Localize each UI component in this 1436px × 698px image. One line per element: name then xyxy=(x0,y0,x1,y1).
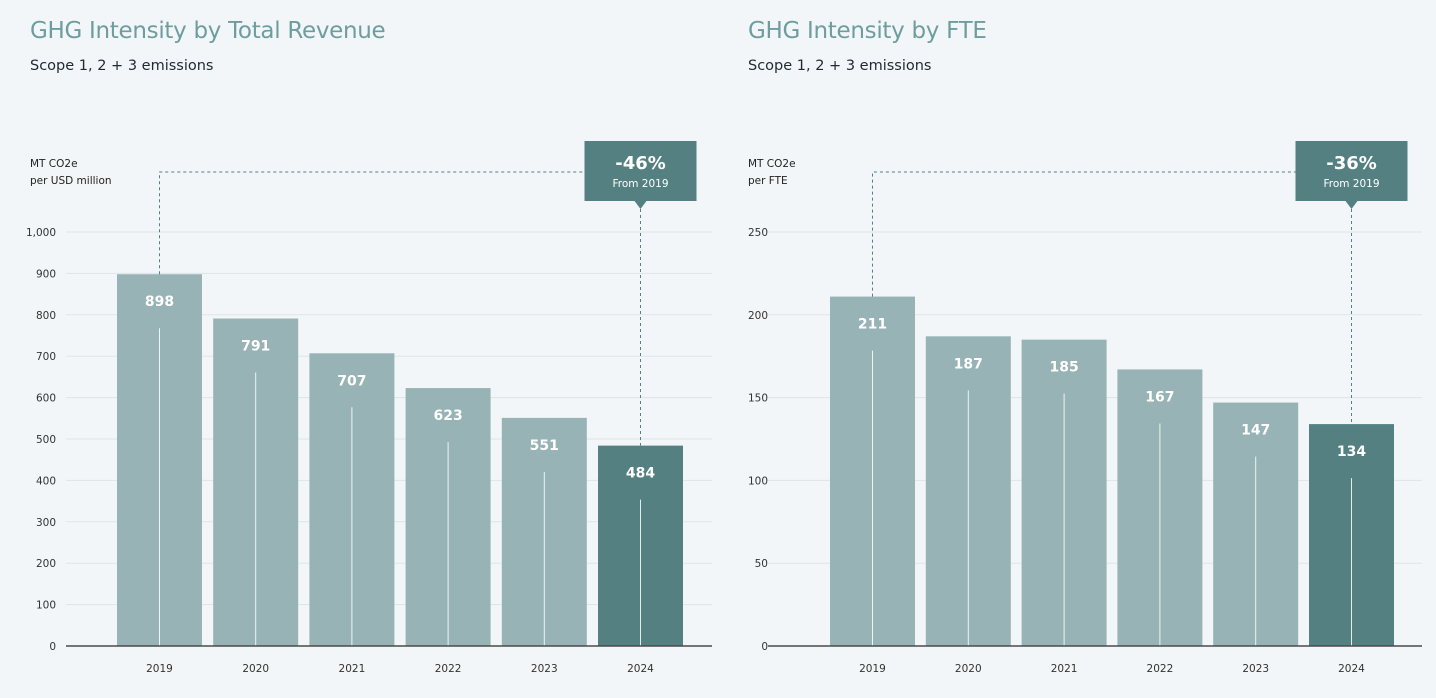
callout-box xyxy=(584,141,697,201)
y-tick-label: 900 xyxy=(36,268,56,280)
callout-value: -46% xyxy=(615,153,666,174)
y-tick-label: 150 xyxy=(748,393,768,405)
y-axis-label-line: MT CO2e xyxy=(748,158,796,170)
x-tick-label: 2022 xyxy=(1147,663,1174,675)
y-tick-label: 0 xyxy=(49,641,56,653)
y-tick-label: 1,000 xyxy=(26,227,56,239)
chart-subtitle: Scope 1, 2 + 3 emissions xyxy=(748,58,932,74)
bar-value-label: 484 xyxy=(626,466,655,482)
fte-intensity-chart: GHG Intensity by FTE Scope 1, 2 + 3 emis… xyxy=(718,0,1436,698)
x-tick-label: 2023 xyxy=(1242,663,1269,675)
y-tick-label: 400 xyxy=(36,475,56,487)
callout-box xyxy=(1295,141,1408,201)
y-tick-label: 800 xyxy=(36,310,56,322)
bar-value-label: 134 xyxy=(1337,444,1366,460)
y-tick-label: 700 xyxy=(36,351,56,363)
y-tick-label: 100 xyxy=(748,475,768,487)
y-tick-label: 600 xyxy=(36,393,56,405)
x-tick-label: 2023 xyxy=(531,663,558,675)
y-tick-label: 200 xyxy=(748,310,768,322)
x-tick-label: 2019 xyxy=(146,663,173,675)
x-tick-label: 2021 xyxy=(1051,663,1078,675)
y-axis-label: MT CO2e per USD million xyxy=(30,156,112,190)
bar-value-label: 791 xyxy=(241,339,270,355)
x-tick-label: 2019 xyxy=(859,663,886,675)
callout-pointer xyxy=(1345,201,1358,209)
y-tick-label: 200 xyxy=(36,558,56,570)
y-axis-label-line: MT CO2e xyxy=(30,158,78,170)
y-tick-label: 250 xyxy=(748,227,768,239)
bar-value-label: 898 xyxy=(145,294,174,310)
y-axis-label: MT CO2e per FTE xyxy=(748,156,796,190)
bar-value-label: 185 xyxy=(1049,360,1078,376)
revenue-intensity-chart: GHG Intensity by Total Revenue Scope 1, … xyxy=(26,18,712,675)
y-tick-label: 500 xyxy=(36,434,56,446)
y-tick-label: 300 xyxy=(36,517,56,529)
callout-value: -36% xyxy=(1326,153,1377,174)
y-tick-label: 100 xyxy=(36,600,56,612)
x-tick-label: 2024 xyxy=(1338,663,1365,675)
chart-title: GHG Intensity by FTE xyxy=(748,18,987,44)
bar-value-label: 707 xyxy=(337,373,366,389)
y-tick-label: 50 xyxy=(755,558,768,570)
bar-value-label: 551 xyxy=(530,438,559,454)
bar-value-label: 167 xyxy=(1145,389,1174,405)
x-tick-label: 2024 xyxy=(627,663,654,675)
x-tick-label: 2020 xyxy=(955,663,982,675)
y-tick-label: 0 xyxy=(761,641,768,653)
callout-connector xyxy=(872,171,1296,297)
bar-value-label: 187 xyxy=(954,356,983,372)
x-tick-label: 2021 xyxy=(339,663,366,675)
x-tick-label: 2020 xyxy=(242,663,269,675)
callout-pointer xyxy=(634,201,647,209)
callout-label: From 2019 xyxy=(1323,178,1379,190)
bar-plot: 0 50 100 150 200 250 211 2019 187 2020 185 2021 167 2… xyxy=(748,141,1422,675)
chart-title: GHG Intensity by Total Revenue xyxy=(30,18,386,44)
bar-value-label: 147 xyxy=(1241,423,1270,439)
callout-label: From 2019 xyxy=(612,178,668,190)
bar-plot: 0 100 200 300 400 500 600 700 800 900 1,000 898 2019… xyxy=(26,141,712,675)
bar-value-label: 211 xyxy=(858,317,887,333)
y-axis-label-line: per USD million xyxy=(30,175,112,187)
chart-subtitle: Scope 1, 2 + 3 emissions xyxy=(30,58,214,74)
bar-value-label: 623 xyxy=(433,408,462,424)
callout-connector xyxy=(159,171,585,275)
y-axis-label-line: per FTE xyxy=(748,175,788,187)
x-tick-label: 2022 xyxy=(435,663,462,675)
